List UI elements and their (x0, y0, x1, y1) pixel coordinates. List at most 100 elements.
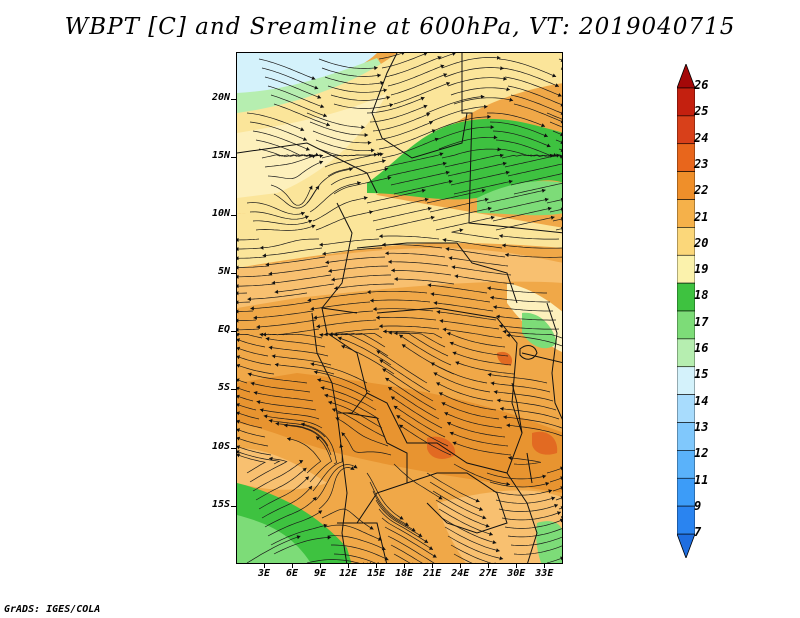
fill-red-spot-2 (532, 431, 558, 455)
streamline-arrowhead (274, 362, 279, 367)
streamline (376, 350, 428, 384)
streamline (385, 377, 437, 411)
streamline (552, 218, 562, 222)
streamline (370, 299, 431, 303)
lon-tick (292, 563, 294, 568)
colorbar-label-22: 22 (694, 183, 709, 198)
streamline (435, 126, 495, 141)
streamline-arrowhead (509, 97, 514, 102)
streamline (369, 198, 429, 213)
streamline (327, 85, 388, 93)
streamline-arrowhead (499, 324, 503, 329)
streamline-arrowhead (237, 247, 239, 252)
streamline (451, 266, 512, 276)
colorbar-label-13: 13 (694, 419, 709, 434)
streamline (267, 85, 325, 108)
streamline-arrowhead (560, 506, 562, 510)
streamline-arrowhead (386, 95, 391, 100)
streamline-arrowhead (237, 256, 239, 261)
streamline-arrowhead (560, 466, 562, 471)
streamline (502, 330, 562, 339)
streamline (505, 254, 562, 258)
lat-label-5s: 5S (217, 382, 230, 394)
streamline-arrowhead (237, 386, 240, 391)
fill-green-se (536, 521, 562, 563)
streamline (238, 283, 275, 287)
lon-tick (348, 563, 350, 568)
streamline-arrowhead (482, 515, 487, 520)
streamline-arrowhead (307, 298, 312, 303)
streamline (267, 510, 323, 537)
streamline (375, 216, 435, 231)
streamline (238, 339, 266, 348)
streamline-arrowhead (388, 330, 392, 335)
streamline (549, 477, 562, 483)
streamline-arrowhead (237, 355, 241, 360)
streamline-arrowhead (237, 394, 240, 399)
streamline (390, 396, 443, 429)
streamline-arrowhead (373, 307, 377, 312)
streamline-arrowhead (552, 73, 557, 78)
streamline (385, 252, 446, 258)
map-panel[interactable] (236, 52, 563, 564)
fill-orange-dark-s (237, 373, 562, 493)
streamline (246, 112, 305, 131)
streamline (287, 438, 322, 474)
streamline (238, 412, 260, 420)
streamline (367, 290, 428, 294)
streamline-arrowhead (363, 196, 368, 201)
colorbar-label-26: 26 (694, 78, 709, 92)
streamline-arrowhead (319, 160, 324, 165)
streamline-arrowhead (329, 332, 333, 337)
streamline-arrowhead (237, 346, 241, 351)
lat-tick (231, 505, 236, 507)
streamline (492, 130, 551, 148)
lat-tick (231, 214, 236, 216)
map-canvas (237, 53, 562, 563)
streamline (384, 56, 442, 78)
streamline-arrowhead (503, 415, 507, 420)
streamline-arrowhead (424, 539, 429, 543)
streamline (426, 189, 486, 204)
streamline-arrowhead (384, 167, 389, 172)
streamline-arrowhead (380, 80, 384, 85)
streamline-arrowhead (328, 268, 332, 273)
streamline-arrowhead (350, 466, 355, 470)
lat-tick (231, 389, 236, 391)
colorbar-segment-25 (677, 87, 695, 117)
streamline (246, 202, 305, 215)
streamline (495, 216, 555, 231)
streamline (513, 545, 562, 555)
streamline-arrowhead (262, 332, 267, 337)
streamline-arrowhead (452, 441, 457, 446)
streamline (263, 415, 323, 429)
lon-tick (544, 563, 546, 568)
streamline (430, 293, 491, 303)
streamline-arrowhead (253, 391, 258, 395)
streamline-arrowhead (541, 123, 545, 128)
streamline-arrowhead (326, 122, 330, 127)
colorbar-label-19: 19 (694, 262, 709, 277)
streamline-arrowhead (399, 515, 404, 520)
lat-label-20n: 20N (211, 91, 230, 103)
streamline (498, 504, 559, 512)
streamline (493, 391, 554, 402)
streamline (309, 121, 369, 136)
streamline (318, 467, 355, 510)
streamline (271, 274, 332, 284)
streamline (435, 499, 490, 528)
streamline (399, 334, 452, 366)
streamline-arrowhead (475, 498, 480, 503)
streamline-arrowhead (428, 546, 433, 550)
streamline-arrowhead (337, 336, 342, 341)
streamline-arrowhead (487, 372, 492, 377)
streamline (448, 257, 509, 267)
streamline-arrowhead (376, 315, 380, 320)
lon-label-6e: 6E (286, 568, 299, 579)
streamline (252, 130, 310, 151)
streamline-arrowhead (382, 242, 386, 247)
streamline (382, 244, 443, 249)
fill-cyan (237, 53, 377, 98)
streamline (306, 559, 360, 563)
streamline (446, 422, 506, 438)
